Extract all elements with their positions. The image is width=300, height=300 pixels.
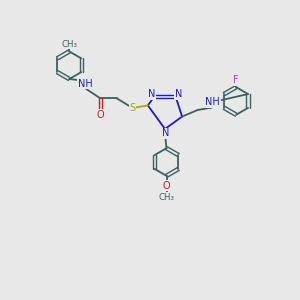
Text: N: N — [162, 128, 169, 138]
Text: NH: NH — [78, 79, 93, 89]
Text: F: F — [233, 75, 239, 85]
Text: N: N — [175, 89, 182, 99]
Text: NH: NH — [205, 98, 220, 107]
Text: CH₃: CH₃ — [61, 40, 77, 49]
Text: N: N — [148, 89, 155, 99]
Text: S: S — [129, 103, 135, 113]
Text: O: O — [163, 181, 170, 191]
Text: CH₃: CH₃ — [158, 193, 175, 202]
Text: O: O — [96, 110, 104, 120]
